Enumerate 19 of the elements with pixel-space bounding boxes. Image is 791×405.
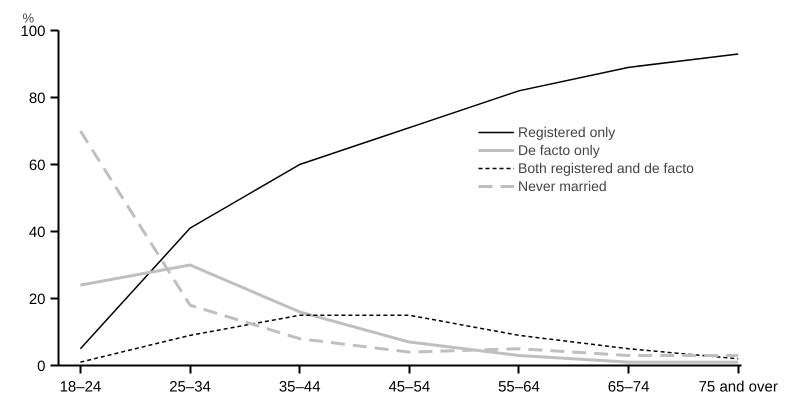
x-tick-label: 18–24 <box>60 378 102 396</box>
line-series <box>80 53 739 350</box>
y-tick-label: 60 <box>28 157 46 174</box>
x-tick-label: 55–64 <box>498 378 540 396</box>
y-tick-label: 20 <box>28 291 46 308</box>
x-tick-label: 45–54 <box>388 378 430 396</box>
y-tick-label: 40 <box>28 224 46 241</box>
y-axis-title: % <box>22 10 34 26</box>
y-tick-label: 0 <box>37 358 46 375</box>
legend-label: Never married <box>518 177 607 195</box>
y-tick-label: 100 <box>20 23 46 40</box>
legend-label: De facto only <box>518 141 600 159</box>
x-tick-label: 75 and over <box>698 378 778 396</box>
legend-label: Both registered and de facto <box>518 159 694 177</box>
y-tick-label: 80 <box>28 90 46 107</box>
legend-label: Registered only <box>518 123 616 141</box>
x-tick-label: 25–34 <box>169 378 211 396</box>
x-tick-label: 65–74 <box>608 378 650 396</box>
x-tick-label: 35–44 <box>278 378 321 396</box>
